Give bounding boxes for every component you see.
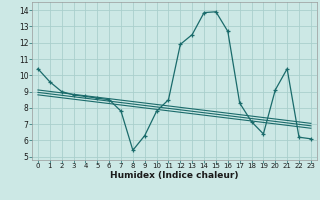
- X-axis label: Humidex (Indice chaleur): Humidex (Indice chaleur): [110, 171, 239, 180]
